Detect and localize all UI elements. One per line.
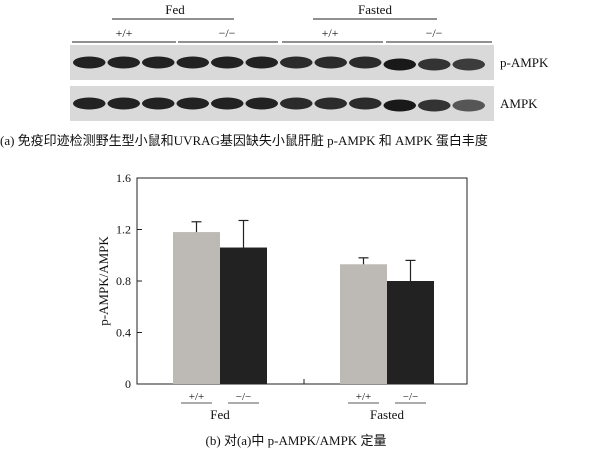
blot-band (314, 56, 347, 69)
blot-band (211, 56, 244, 69)
x-sublabel: +/+ (356, 391, 371, 403)
blot-band (452, 58, 485, 71)
blot-band (280, 97, 313, 110)
blot-band (107, 56, 140, 69)
blot-band (245, 97, 278, 110)
caption-b: (b) 对(a)中 p-AMPK/AMPK 定量 (206, 433, 387, 448)
blot-band (142, 97, 175, 110)
panel-b: 0 0.4 0.8 1.2 1.6 p-AMPK/AMPK +/+ −/− Fed +/+ −/… (96, 171, 468, 448)
bars (173, 219, 434, 384)
blot-band (73, 56, 106, 69)
x-axis-labels: +/+ −/− Fed +/+ −/− Fasted (181, 391, 426, 422)
y-tick-label: 0 (125, 377, 131, 391)
group-label-fasted: Fasted (358, 2, 392, 17)
y-tick-label: 0.4 (116, 326, 131, 340)
blot-band (176, 56, 209, 69)
y-tick-label: 1.6 (116, 171, 131, 185)
blot-band (73, 97, 106, 110)
panel-a: Fed Fasted +/+ −/− +/+ −/− p-AMPK AMPK (… (0, 2, 549, 148)
bands-ampk (73, 97, 485, 112)
bar (387, 281, 434, 384)
blot-band (383, 99, 416, 112)
blot-band (452, 99, 485, 112)
group-label-fed: Fed (165, 2, 185, 17)
x-sublabel: +/+ (189, 391, 204, 403)
y-axis: 0 0.4 0.8 1.2 1.6 (116, 171, 142, 391)
y-tick-label: 1.2 (116, 223, 131, 237)
blot-band (245, 56, 278, 69)
blot-band (418, 58, 451, 71)
bar (220, 247, 267, 384)
bar (340, 264, 387, 384)
blot-band (142, 56, 175, 69)
genotype-label-fed-ko: −/− (219, 26, 236, 40)
x-group-label: Fed (210, 407, 230, 422)
genotype-label-fasted-wt: +/+ (322, 26, 339, 40)
blot-band (383, 58, 416, 71)
blot-band (314, 97, 347, 110)
genotype-label-fasted-ko: −/− (426, 26, 443, 40)
genotype-label-fed-wt: +/+ (116, 26, 133, 40)
blot-band (418, 99, 451, 112)
bar (173, 232, 220, 384)
blot-band (211, 97, 244, 110)
blot-band (107, 97, 140, 110)
blot-label-ampk: AMPK (500, 96, 538, 111)
x-sublabel: −/− (403, 391, 418, 403)
y-axis-label: p-AMPK/AMPK (96, 236, 111, 326)
blot-label-p-ampk: p-AMPK (500, 55, 549, 70)
blot-band (280, 56, 313, 69)
bands-p-ampk (73, 56, 485, 71)
x-sublabel: −/− (236, 391, 251, 403)
blot-band (349, 56, 382, 69)
blot-band (176, 97, 209, 110)
caption-a: (a) 免疫印迹检测野生型小鼠和UVRAG基因缺失小鼠肝脏 p-AMPK 和 A… (0, 133, 488, 148)
blot-band (349, 97, 382, 110)
x-group-label: Fasted (370, 407, 404, 422)
y-tick-label: 0.8 (116, 274, 131, 288)
